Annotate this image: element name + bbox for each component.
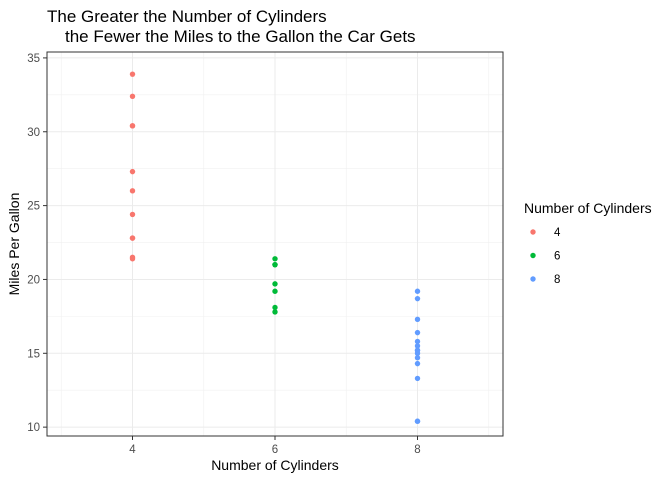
x-axis-ticks: 4 6 8: [129, 436, 421, 456]
data-point-cyl-4: [129, 211, 136, 218]
x-axis-title: Number of Cylinders: [211, 457, 339, 473]
x-tick-label: 4: [129, 444, 136, 456]
data-point-cyl-6: [272, 256, 278, 262]
data-point-cyl-8: [414, 288, 421, 294]
y-tick-label: 20: [27, 274, 40, 286]
data-point-cyl-4: [129, 93, 136, 100]
y-tick-label: 10: [27, 422, 40, 434]
grid-lines: [47, 52, 503, 436]
data-point-cyl-8: [414, 360, 421, 367]
legend-items: 4 6 8: [530, 227, 561, 286]
data-point-cyl-8: [414, 343, 421, 349]
y-tick-label: 15: [27, 348, 40, 360]
x-tick-label: 8: [414, 444, 420, 456]
data-point-cyl-8: [414, 375, 421, 382]
legend: Number of Cylinders 4 6 8: [524, 200, 652, 286]
legend-label-6: 6: [554, 251, 560, 263]
data-point-cyl-4: [129, 123, 136, 129]
legend-label-8: 8: [554, 274, 560, 286]
data-point-cyl-8: [414, 295, 421, 302]
data-point-cyl-8: [414, 350, 421, 356]
data-point-cyl-4: [129, 256, 136, 262]
y-tick-label: 35: [27, 53, 40, 65]
y-tick-label: 25: [27, 201, 40, 213]
y-axis-title: Miles Per Gallon: [6, 193, 22, 296]
data-point-cyl-4: [129, 188, 136, 194]
legend-key-4: [530, 229, 536, 235]
data-point-cyl-8: [414, 316, 421, 323]
data-point-cyl-8: [414, 338, 421, 345]
data-point-cyl-8: [414, 355, 421, 361]
legend-label-4: 4: [554, 227, 561, 239]
x-tick-label: 6: [272, 444, 278, 456]
data-point-cyl-8: [414, 329, 421, 336]
data-point-cyl-6: [272, 281, 278, 287]
data-point-cyl-4: [129, 235, 136, 241]
chart-title-line-1: The Greater the Number of Cylinders: [47, 7, 327, 26]
y-tick-label: 30: [27, 127, 40, 139]
data-point-cyl-4: [129, 168, 136, 175]
data-point-cyl-6: [272, 309, 278, 315]
y-axis-ticks: 10 15 20 25 30 35: [27, 53, 47, 434]
data-point-cyl-4: [129, 71, 136, 77]
data-points: [129, 71, 421, 424]
data-point-cyl-6: [272, 261, 278, 268]
legend-key-6: [530, 252, 536, 259]
data-point-cyl-6: [272, 304, 278, 311]
legend-key-8: [530, 276, 536, 282]
data-point-cyl-6: [272, 288, 278, 294]
legend-title: Number of Cylinders: [524, 200, 652, 216]
data-point-cyl-8: [414, 418, 421, 424]
chart-title-line-2: the Fewer the Miles to the Gallon the Ca…: [65, 27, 416, 46]
